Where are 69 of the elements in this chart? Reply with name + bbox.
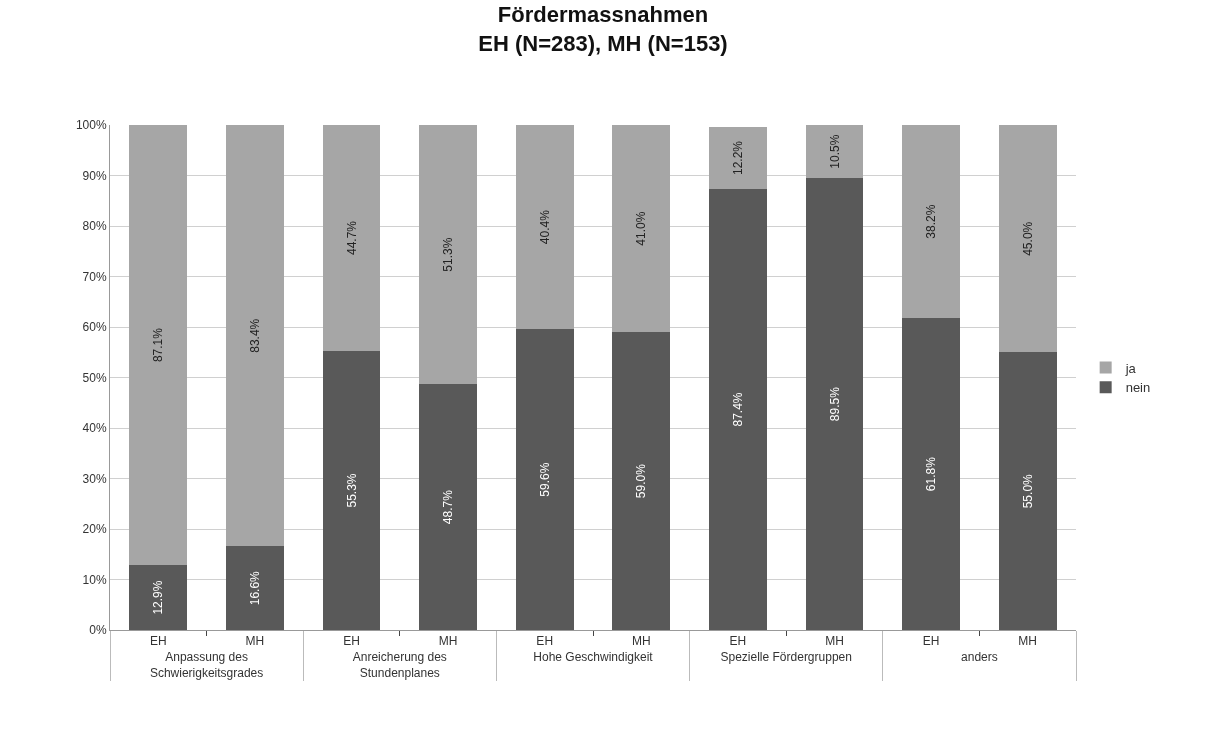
data-label: 51.3%: [441, 237, 456, 272]
bar: [902, 317, 961, 630]
bar: [612, 332, 671, 630]
bar: [998, 352, 1057, 630]
x-tick-label: MH: [1018, 634, 1038, 649]
y-tick-label: 100%: [75, 118, 107, 133]
x-tick-label: EH: [149, 634, 167, 649]
y-tick-label: 0%: [89, 623, 107, 638]
y-tick-label: 60%: [82, 320, 107, 335]
bar: [322, 125, 381, 351]
data-label: 38.2%: [924, 204, 939, 239]
bar: [225, 546, 284, 630]
bar: [419, 125, 478, 385]
bar: [708, 188, 767, 630]
x-tick-label: EH: [536, 634, 554, 649]
data-label: 40.4%: [537, 209, 552, 245]
legend-label: nein: [1125, 380, 1151, 396]
chart-title: Fördermassnahmen EH (N=283), MH (N=153): [478, 2, 728, 56]
bar: [129, 125, 188, 565]
bar: [225, 125, 284, 547]
x-tick-label: EH: [343, 634, 360, 649]
y-tick-label: 10%: [82, 572, 107, 587]
y-tick-label: 50%: [82, 370, 107, 385]
data-label: 10.5%: [827, 134, 842, 169]
bar: [515, 329, 574, 630]
bar: [902, 125, 961, 318]
x-tick-label: EH: [729, 634, 747, 649]
bar: [129, 564, 188, 630]
data-label: 59.6%: [537, 462, 552, 497]
x-tick-label: EH: [922, 634, 940, 649]
data-label: 87.1%: [151, 327, 166, 363]
x-tick-label: MH: [438, 634, 458, 649]
bar: [419, 384, 478, 630]
legend-label: ja: [1124, 360, 1137, 376]
data-label: 61.8%: [924, 456, 939, 492]
bar: [322, 350, 381, 630]
data-label: 45.0%: [1020, 221, 1035, 256]
y-tick-label: 40%: [82, 421, 107, 436]
data-label: 41.0%: [634, 211, 649, 246]
text: Hohe Geschwindigkeit: [533, 650, 654, 665]
data-label: 55.0%: [1020, 473, 1035, 509]
y-tick-label: 80%: [82, 219, 107, 234]
data-label: 48.7%: [441, 489, 456, 525]
bar: [708, 127, 767, 189]
data-label: 12.2%: [730, 140, 745, 175]
data-label: 44.7%: [344, 220, 359, 256]
data-label: 87.4%: [730, 392, 745, 427]
data-label: 55.3%: [344, 473, 359, 508]
bar: [805, 178, 864, 630]
y-tick-label: 20%: [82, 522, 107, 537]
data-label: 12.9%: [151, 580, 166, 615]
text: anders: [961, 650, 998, 665]
bar: [998, 125, 1057, 353]
data-label: 59.0%: [634, 463, 649, 499]
x-tick-label: MH: [245, 634, 265, 649]
bar: [805, 125, 864, 179]
y-tick-label: 30%: [82, 471, 107, 486]
x-tick-label: MH: [631, 634, 651, 649]
y-tick-label: 90%: [82, 168, 107, 183]
bar: [612, 125, 671, 333]
text: Spezielle Fördergruppen: [720, 650, 852, 665]
text: Anpassung des Schwierigkeitsgrades: [149, 650, 264, 680]
bar: [515, 125, 574, 330]
text: Anreicherung des Stundenplanes: [352, 650, 447, 680]
data-label: 16.6%: [247, 570, 262, 606]
data-label: 89.5%: [827, 386, 842, 422]
data-label: 83.4%: [247, 318, 262, 353]
x-tick-label: MH: [825, 634, 844, 649]
y-tick-label: 70%: [82, 269, 107, 284]
